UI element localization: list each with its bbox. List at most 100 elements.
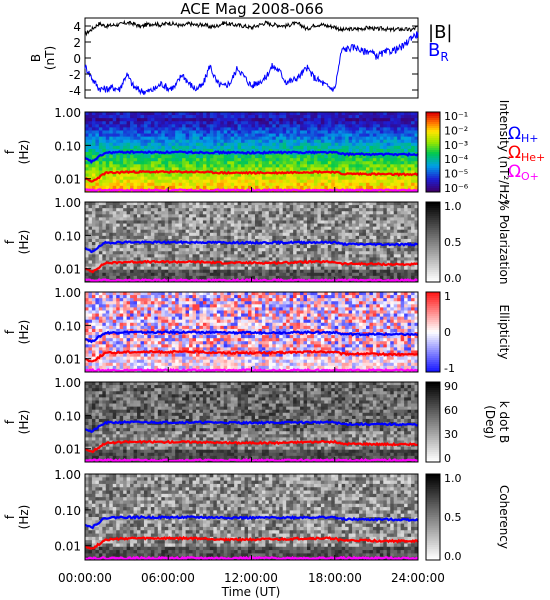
spectrum-cell — [258, 223, 263, 228]
spectrum-cell — [85, 257, 89, 261]
spectrum-cell — [275, 217, 280, 221]
spectrum-cell — [317, 118, 322, 122]
spectrum-cell — [196, 127, 200, 131]
spectrum-cell — [178, 232, 183, 237]
spectrum-cell — [154, 152, 159, 156]
spectrum-cell — [150, 152, 155, 156]
spectrum-cell — [192, 185, 197, 190]
spectrum-cell — [133, 127, 138, 131]
spectrum-cell — [338, 130, 343, 134]
spectrum-cell — [275, 133, 280, 138]
spectrum-cell — [362, 257, 367, 261]
spectrum-cell — [359, 136, 363, 141]
spectrum-cell — [230, 220, 235, 224]
spectrum-cell — [137, 185, 141, 190]
spectrum-cell — [161, 112, 166, 116]
spectrum-cell — [348, 217, 353, 221]
spectrum-cell — [230, 115, 235, 119]
spectrum-cell — [133, 139, 138, 144]
spectrum-cell — [369, 133, 374, 138]
spectrum-cell — [310, 155, 315, 159]
spectrum-cell — [105, 142, 110, 147]
spectrum-cell — [359, 223, 363, 228]
spectrum-cell — [383, 238, 388, 243]
spectrum-cell — [164, 182, 169, 187]
spectrum-cell — [254, 220, 259, 224]
spectrum-cell — [282, 173, 287, 178]
spectrum-cell — [320, 205, 325, 209]
spectrum-cell — [404, 130, 408, 134]
spectrum-cell — [352, 214, 356, 218]
spectrum-cell — [105, 214, 110, 218]
spectrum-cell — [393, 115, 398, 119]
spectrum-cell — [192, 211, 197, 215]
spectrum-cell — [393, 179, 398, 184]
spectrum-cell — [213, 136, 218, 141]
spectrum-cell — [400, 145, 405, 150]
spectrum-cell — [244, 164, 249, 168]
spectrum-cell — [85, 145, 89, 150]
spectrum-cell — [313, 148, 318, 153]
spectrum-cell — [352, 185, 356, 190]
spectrum-cell — [112, 152, 117, 156]
spectrum-cell — [341, 130, 346, 134]
spectrum-cell — [171, 136, 176, 141]
spectrum-cell — [338, 245, 343, 249]
spectrum-cell — [372, 167, 377, 171]
spectrum-cell — [85, 167, 89, 171]
spectrum-cell — [147, 145, 152, 150]
spectrum-cell — [95, 260, 100, 264]
spectrum-cell — [202, 130, 207, 134]
spectrum-cell — [261, 251, 266, 255]
spectrum-cell — [175, 164, 180, 168]
spectrum-cell — [147, 115, 152, 119]
spectrum-cell — [251, 226, 256, 231]
spectrum-cell — [164, 145, 169, 150]
spectrum-cell — [404, 179, 408, 184]
spectrum-cell — [168, 220, 173, 224]
spectrum-cell — [296, 145, 301, 150]
spectrum-cell — [147, 245, 152, 249]
spectrum-cell — [317, 202, 322, 206]
spectrum-cell — [386, 208, 391, 212]
spectrum-cell — [341, 133, 346, 138]
spectrum-cell — [265, 142, 270, 147]
spectrum-cell — [175, 139, 180, 144]
spectrum-cell — [307, 257, 311, 261]
colorbar-step — [426, 182, 440, 185]
spectrum-cell — [400, 158, 405, 162]
spectrum-cell — [123, 112, 128, 116]
spectrum-cell — [359, 112, 363, 116]
spectrum-cell — [286, 232, 291, 237]
spectrum-cell — [189, 211, 193, 215]
spectrum-cell — [293, 232, 297, 237]
spectrum-cell — [88, 275, 93, 280]
spectrum-cell — [307, 136, 311, 141]
spectrum-cell — [147, 121, 152, 125]
spectrum-cell — [254, 112, 259, 116]
spectrum-cell — [234, 272, 239, 277]
spectrum-cell — [296, 214, 301, 218]
spectrum-cell — [206, 136, 211, 141]
spectrum-cell — [178, 211, 183, 215]
spectrum-cell — [265, 127, 270, 131]
spectrum-cell — [268, 164, 273, 168]
spectrum-cell — [227, 269, 232, 274]
spectrum-cell — [369, 112, 374, 116]
spectrum-cell — [192, 223, 197, 228]
spectrum-cell — [241, 142, 245, 147]
spectrum-cell — [199, 202, 204, 206]
spectrum-cell — [185, 245, 190, 249]
spectrum-cell — [168, 205, 173, 209]
spectrum-cell — [317, 148, 322, 153]
spectrum-cell — [223, 161, 228, 165]
spectrum-cell — [216, 235, 221, 240]
spectrum-cell — [105, 272, 110, 277]
spectrum-cell — [164, 226, 169, 231]
spectrum-cell — [383, 182, 388, 187]
spectrum-cell — [376, 161, 381, 165]
spectrum-cell — [355, 167, 360, 171]
spectrum-cell — [105, 232, 110, 237]
power-spectrum-cyclotron-he-plus — [84, 169, 419, 183]
spectrum-cell — [331, 136, 336, 141]
